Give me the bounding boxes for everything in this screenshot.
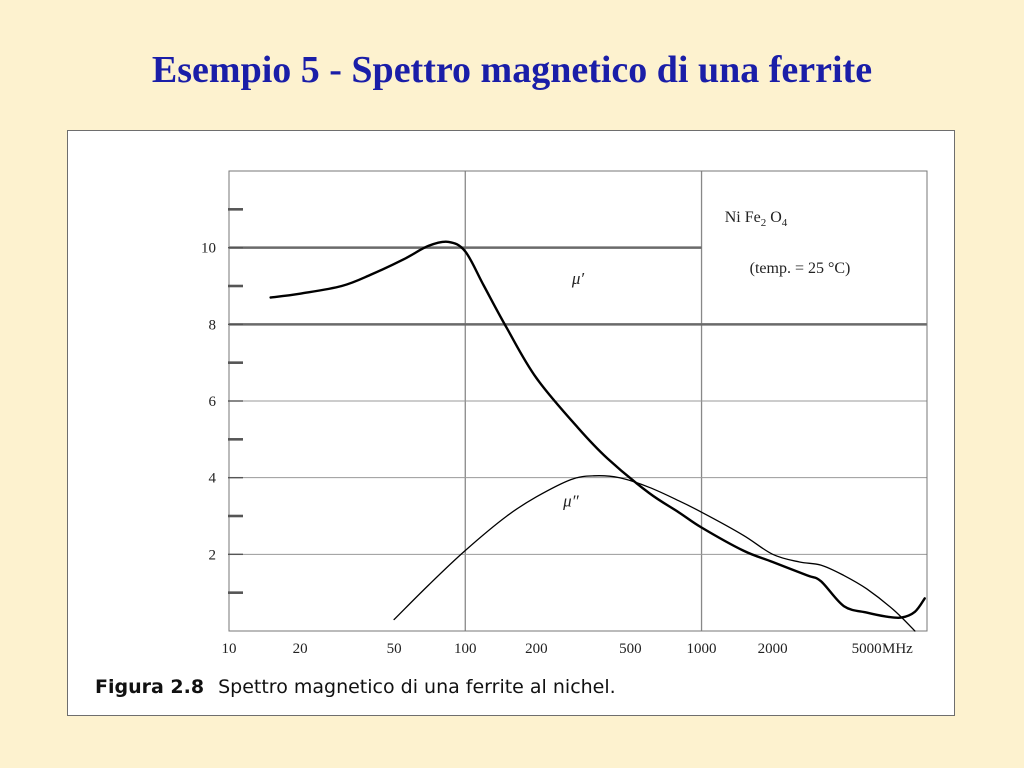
caption-text: Spettro magnetico di una ferrite al nich… xyxy=(218,676,616,698)
x-tick-label: 500 xyxy=(619,641,642,657)
x-tick-label: 100 xyxy=(454,641,477,657)
slide-title: Esempio 5 - Spettro magnetico di una fer… xyxy=(151,49,873,91)
series-mu-prime-label: μ′ xyxy=(571,269,585,288)
x-tick-label: 1000 xyxy=(687,641,717,657)
grid-layer xyxy=(229,171,927,631)
chart-annotation: Ni Fe2 O4 (temp. = 25 °C) xyxy=(725,209,851,277)
series-mu-double-prime-line xyxy=(393,475,916,632)
y-tick-label: 2 xyxy=(209,547,217,563)
y-tick-label: 10 xyxy=(201,241,216,257)
compound-formula: Ni Fe2 O4 xyxy=(725,209,788,229)
x-unit-label: MHz xyxy=(882,641,913,657)
label-layer: 2 4 6 8 10 10 20 50 100 200 500 1000 2000 5000 MHz μ′ μ″ xyxy=(201,241,913,657)
axis-layer xyxy=(228,170,928,632)
x-tick-label: 5000 xyxy=(852,641,882,657)
series-mu-double-prime-label: μ″ xyxy=(562,491,580,510)
x-tick-label: 10 xyxy=(222,641,237,657)
series-layer xyxy=(269,240,926,632)
figure-panel: 2 4 6 8 10 10 20 50 100 200 500 1000 2000 5000 MHz μ′ μ″… xyxy=(67,130,955,716)
figure-caption: Figura 2.8 Spettro magnetico di una ferri… xyxy=(95,676,616,698)
magnetic-spectrum-chart: 2 4 6 8 10 10 20 50 100 200 500 1000 2000 5000 MHz μ′ μ″… xyxy=(201,170,928,657)
y-tick-label: 8 xyxy=(209,317,217,333)
y-tick-label: 4 xyxy=(209,471,217,487)
temperature-note: (temp. = 25 °C) xyxy=(750,260,851,277)
series-mu-prime-line xyxy=(269,240,926,620)
x-tick-label: 20 xyxy=(293,641,308,657)
y-tick-label: 6 xyxy=(209,394,217,410)
caption-label: Figura 2.8 xyxy=(95,676,205,698)
x-tick-label: 50 xyxy=(387,641,402,657)
x-tick-label: 200 xyxy=(525,641,548,657)
x-tick-label: 2000 xyxy=(758,641,788,657)
